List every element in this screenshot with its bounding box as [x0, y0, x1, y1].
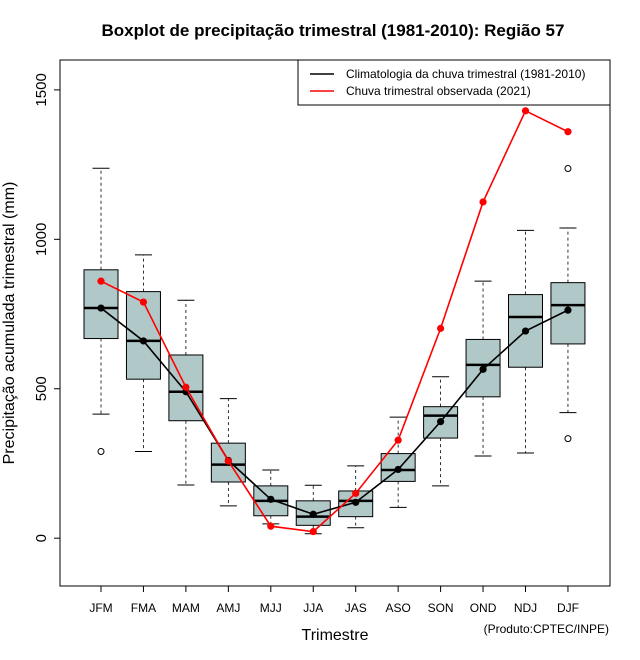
series-point: [310, 528, 317, 535]
series-point: [225, 457, 232, 464]
series-point: [522, 107, 529, 114]
series-point: [522, 327, 529, 334]
x-axis-label: Trimestre: [302, 627, 369, 644]
legend: Climatologia da chuva trimestral (1981-2…: [298, 60, 610, 105]
series-point: [267, 523, 274, 530]
lines-layer: [97, 107, 571, 535]
series-point: [97, 278, 104, 285]
x-tick-label: DJF: [557, 601, 579, 615]
series-point: [564, 307, 571, 314]
series-point: [395, 466, 402, 473]
series-point: [182, 384, 189, 391]
series-point: [479, 366, 486, 373]
box-DJF: [551, 165, 585, 441]
x-tick-label: NDJ: [514, 601, 537, 615]
series-point: [352, 490, 359, 497]
box-FMA: [126, 255, 160, 452]
x-tick-label: AMJ: [216, 601, 240, 615]
x-tick-label: OND: [470, 601, 497, 615]
x-tick-label: JAS: [345, 601, 367, 615]
boxes-layer: [84, 165, 585, 533]
outlier-point: [565, 165, 571, 171]
series-line: [101, 111, 568, 532]
outlier-point: [565, 436, 571, 442]
y-tick-label: 1500: [33, 73, 50, 106]
box-SON: [424, 377, 458, 486]
x-tick-label: JJA: [303, 601, 323, 615]
y-tick-label: 0: [33, 534, 50, 542]
series-point: [437, 325, 444, 332]
series-point: [267, 496, 274, 503]
series-point: [564, 128, 571, 135]
series-point: [97, 304, 104, 311]
x-tick-label: JFM: [89, 601, 112, 615]
series-point: [352, 499, 359, 506]
x-tick-label: MJJ: [260, 601, 282, 615]
x-tick-label: MAM: [172, 601, 200, 615]
boxplot-chart: Boxplot de precipitação trimestral (1981…: [0, 0, 640, 660]
y-tick-label: 1000: [33, 223, 50, 256]
series-point: [437, 418, 444, 425]
series-point: [395, 437, 402, 444]
series-observed: [97, 107, 571, 535]
legend-label-climatology: Climatologia da chuva trimestral (1981-2…: [346, 67, 585, 81]
x-tick-label: FMA: [131, 601, 156, 615]
series-point: [140, 337, 147, 344]
box-AMJ: [211, 399, 245, 506]
outlier-point: [98, 449, 104, 455]
series-point: [310, 511, 317, 518]
y-axis-label: Precipitação acumulada trimestral (mm): [1, 182, 18, 465]
x-tick-label: ASO: [385, 601, 410, 615]
credit-note: (Produto:CPTEC/INPE): [484, 622, 609, 636]
y-tick-label: 500: [33, 376, 50, 401]
x-tick-label: SON: [428, 601, 454, 615]
box-ASO: [381, 417, 415, 507]
series-point: [479, 198, 486, 205]
chart-title: Boxplot de precipitação trimestral (1981…: [102, 21, 565, 40]
series-point: [140, 298, 147, 305]
legend-label-observed: Chuva trimestral observada (2021): [346, 84, 531, 98]
